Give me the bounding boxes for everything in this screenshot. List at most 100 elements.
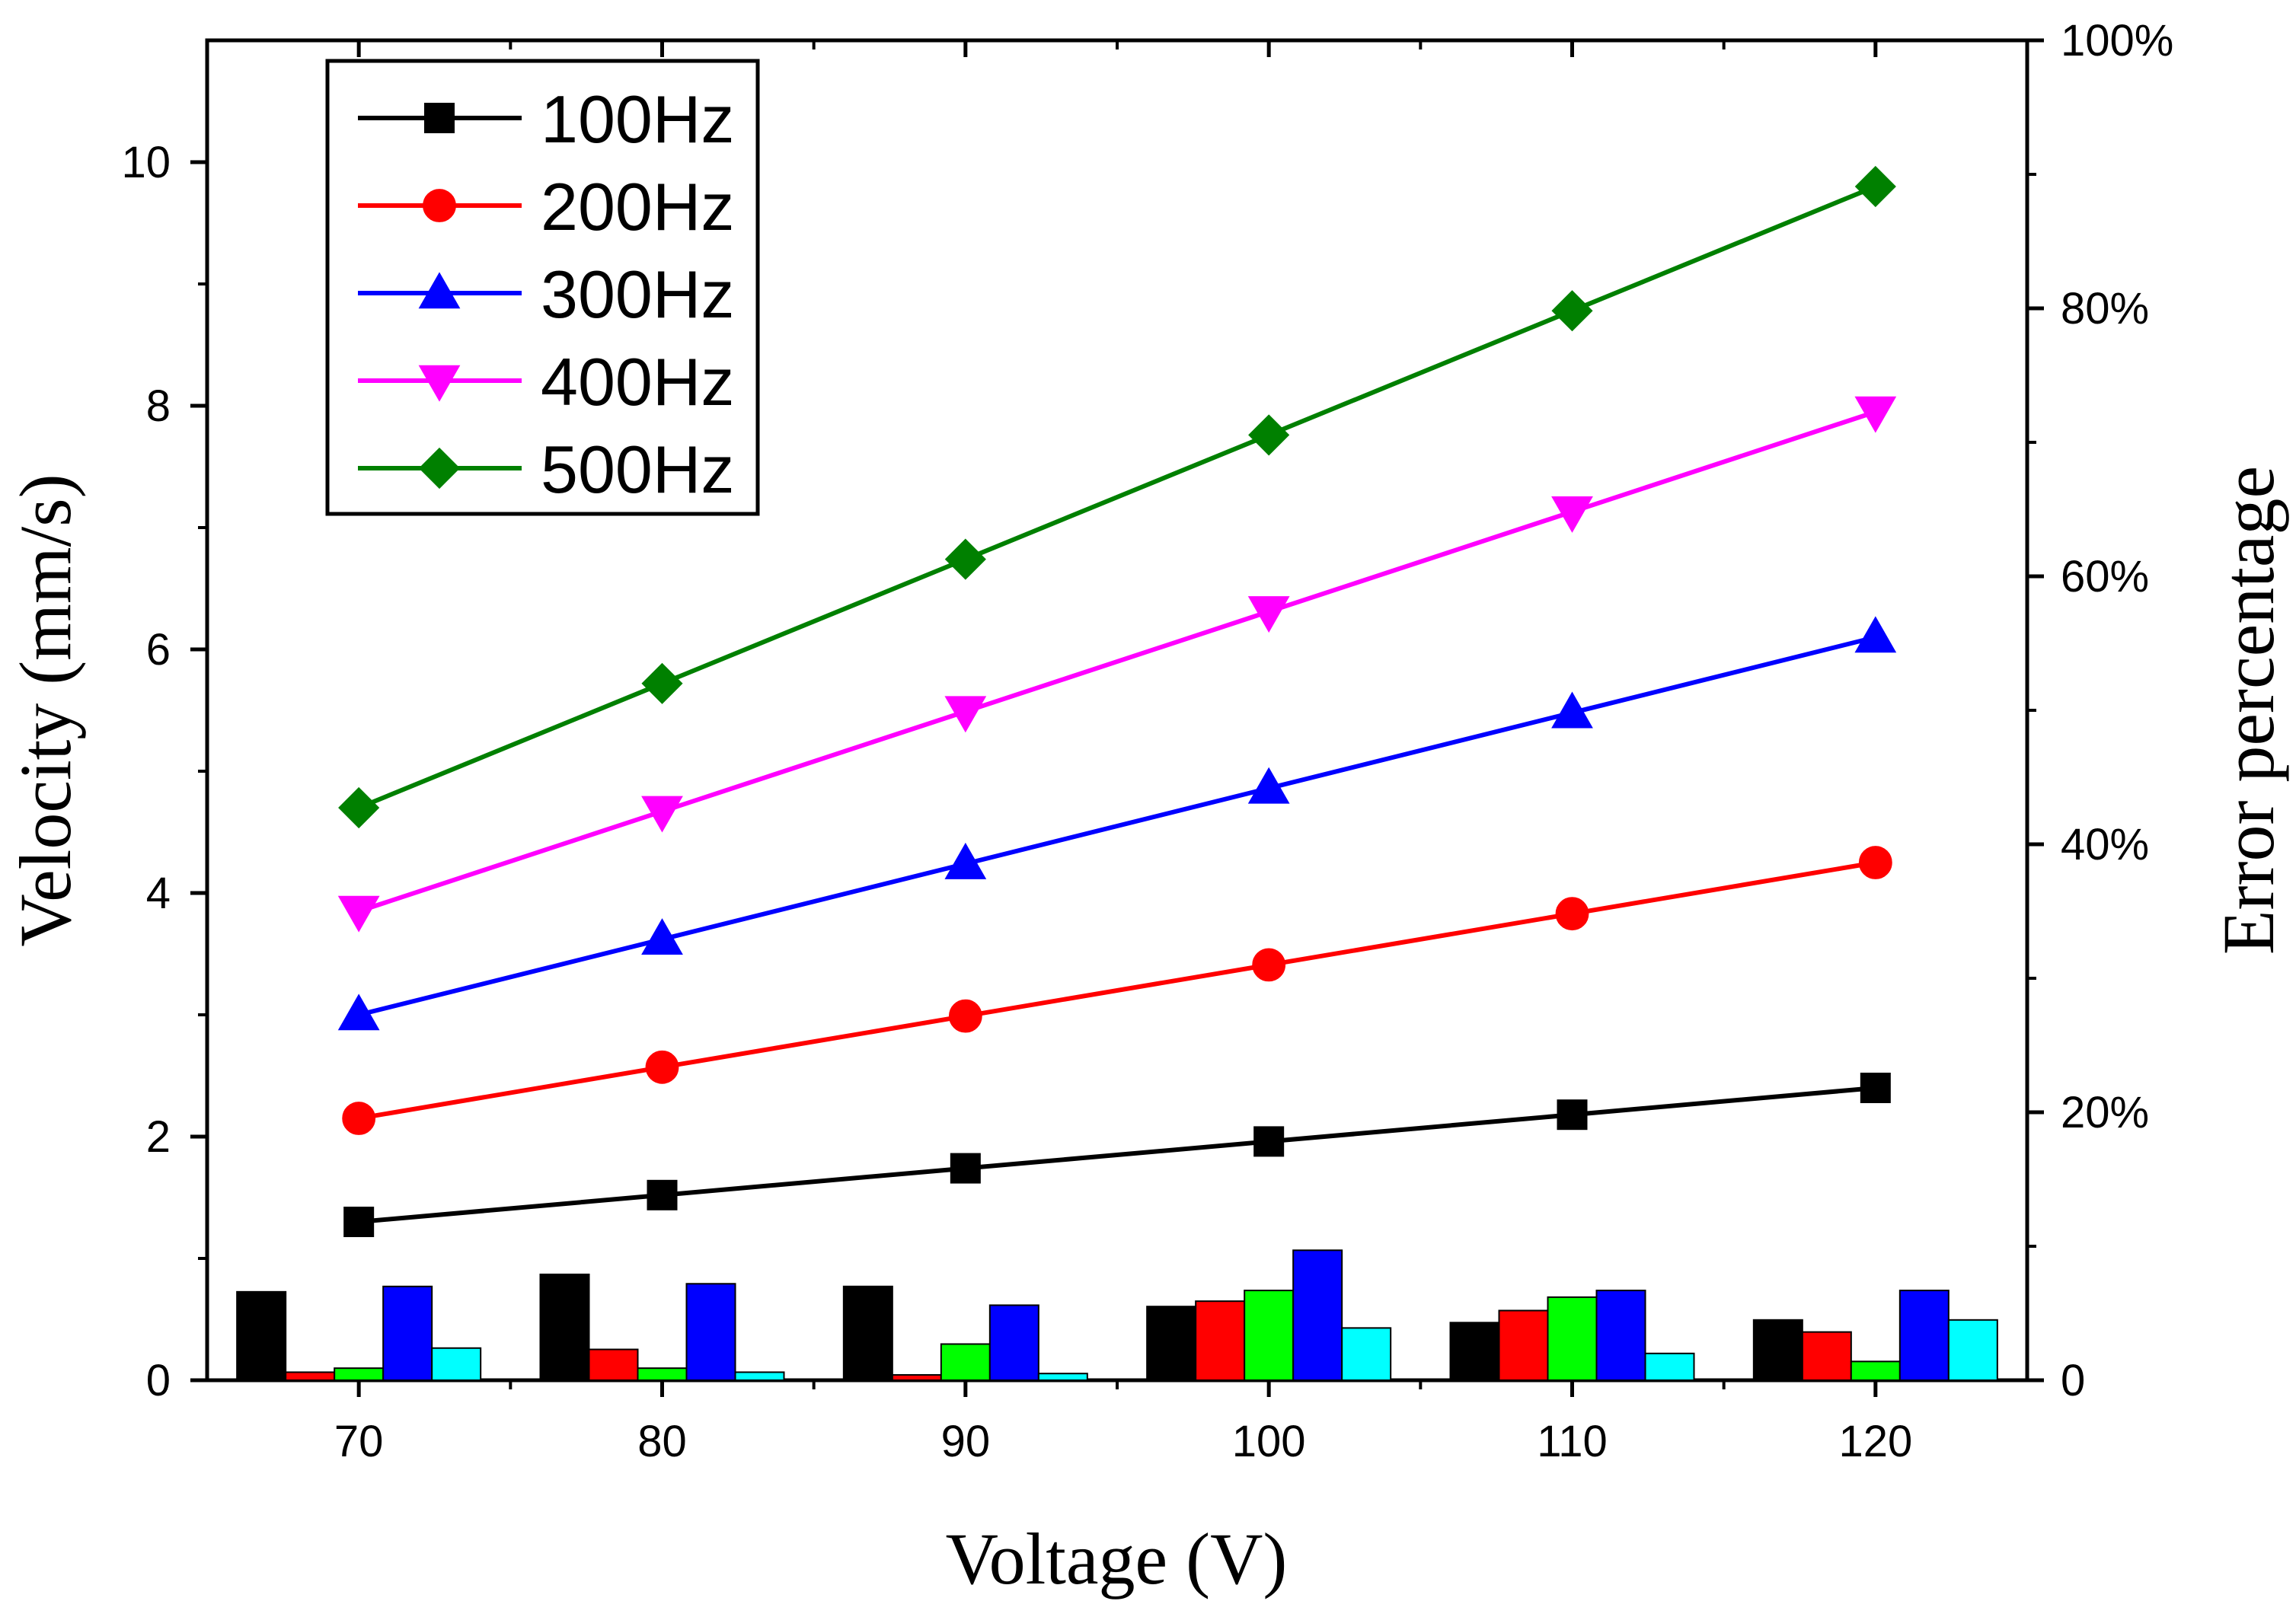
point-400hz-100: [1247, 596, 1290, 633]
legend-marker-200hz: [423, 189, 456, 222]
point-400hz-80: [641, 796, 683, 833]
error-bar-100-2: [1244, 1290, 1295, 1381]
series-line-500hz: [358, 184, 1876, 810]
error-bar-80-2: [637, 1367, 688, 1382]
y2-tick-label: 60%: [2061, 552, 2149, 601]
point-300hz-70: [337, 993, 380, 1031]
error-bar-110-3: [1595, 1290, 1646, 1381]
legend-marker-300hz: [418, 272, 461, 309]
point-100hz-120: [1860, 1073, 1891, 1103]
series-line-100hz: [358, 1086, 1876, 1224]
point-400hz-120: [1854, 396, 1897, 433]
point-100hz-80: [647, 1179, 678, 1210]
y-tick-label: 2: [146, 1112, 171, 1162]
point-500hz-70: [338, 786, 380, 829]
error-bar-70-4: [431, 1347, 482, 1382]
point-200hz-90: [948, 999, 982, 1033]
x-tick-label: 120: [1838, 1417, 1912, 1466]
x-tick-label: 90: [941, 1417, 991, 1466]
error-bar-80-3: [685, 1283, 736, 1382]
legend-marker-500hz: [418, 447, 461, 490]
point-200hz-110: [1555, 897, 1589, 931]
point-400hz-110: [1551, 496, 1593, 533]
error-bar-90-2: [940, 1343, 991, 1381]
series-lines-layer: [337, 165, 1897, 1237]
error-bar-110-0: [1449, 1322, 1500, 1381]
y2-tick-label: 100%: [2061, 16, 2173, 65]
legend-label-300hz: 300Hz: [541, 257, 734, 332]
y-tick-label: 8: [146, 381, 171, 431]
point-300hz-110: [1551, 691, 1593, 729]
error-bar-110-2: [1547, 1296, 1598, 1382]
point-500hz-80: [641, 662, 683, 704]
x-tick-label: 110: [1537, 1417, 1607, 1466]
point-300hz-100: [1247, 767, 1290, 804]
error-bar-120-2: [1850, 1360, 1901, 1381]
point-400hz-70: [337, 895, 380, 933]
y-tick-label: 4: [146, 869, 171, 918]
y-tick-label: 6: [146, 625, 171, 675]
point-100hz-90: [950, 1153, 981, 1184]
x-axis-title: Voltage (V): [946, 1518, 1288, 1599]
legend-box: [325, 59, 760, 516]
error-bar-80-1: [588, 1348, 639, 1382]
series-line-400hz: [358, 410, 1876, 914]
x-tick-label: 80: [637, 1417, 687, 1466]
point-300hz-80: [641, 918, 683, 955]
point-300hz-90: [944, 842, 987, 879]
error-bar-80-0: [539, 1273, 590, 1381]
error-bar-120-4: [1947, 1319, 1998, 1382]
error-bar-120-0: [1752, 1319, 1803, 1382]
error-bar-120-3: [1898, 1290, 1950, 1381]
point-100hz-110: [1557, 1099, 1588, 1131]
error-bar-90-0: [842, 1285, 893, 1382]
y-tick-label: 10: [121, 138, 171, 187]
error-bar-90-4: [1037, 1373, 1088, 1381]
point-200hz-70: [342, 1102, 376, 1135]
x-tick-label: 70: [334, 1417, 384, 1466]
point-300hz-120: [1854, 616, 1897, 653]
legend-label-100hz: 100Hz: [541, 81, 734, 157]
x-tick-label: 100: [1232, 1417, 1306, 1466]
error-bar-90-1: [891, 1373, 942, 1381]
point-500hz-110: [1551, 290, 1593, 332]
point-200hz-120: [1858, 846, 1892, 879]
y2-tick-label: 0: [2061, 1356, 2085, 1405]
series-line-300hz: [358, 635, 1876, 1017]
y2-tick-label: 40%: [2061, 820, 2149, 869]
point-200hz-100: [1252, 948, 1286, 982]
error-bar-100-1: [1195, 1300, 1246, 1382]
legend-label-400hz: 400Hz: [541, 344, 734, 419]
y2-axis-title: Error percentage: [2208, 466, 2289, 955]
point-500hz-90: [944, 538, 986, 580]
y2-tick-label: 80%: [2061, 284, 2149, 333]
error-bar-70-2: [334, 1367, 385, 1382]
point-500hz-120: [1854, 165, 1896, 208]
error-bar-110-4: [1644, 1352, 1695, 1382]
point-100hz-100: [1253, 1126, 1285, 1157]
error-bar-80-4: [734, 1371, 785, 1381]
error-bar-100-3: [1292, 1249, 1343, 1382]
error-bar-110-1: [1498, 1309, 1549, 1381]
error-bars-layer: [236, 1249, 1998, 1382]
y-tick-label: 0: [146, 1356, 171, 1405]
legend-label-200hz: 200Hz: [541, 169, 734, 244]
y-axis-title: Velocity (mm/s): [5, 474, 86, 946]
legend-marker-100hz: [424, 103, 455, 133]
point-200hz-80: [645, 1050, 679, 1084]
error-bar-70-3: [382, 1285, 433, 1382]
legend-label-500hz: 500Hz: [541, 432, 734, 507]
point-400hz-90: [944, 696, 987, 733]
error-bar-90-3: [988, 1304, 1039, 1381]
error-bar-100-4: [1341, 1327, 1392, 1381]
error-bar-120-1: [1801, 1331, 1852, 1382]
y2-tick-label: 20%: [2061, 1088, 2149, 1137]
point-500hz-100: [1248, 414, 1290, 456]
point-100hz-70: [343, 1207, 375, 1237]
legend: 100Hz 200Hz 300Hz 400Hz 500Hz: [325, 59, 760, 516]
error-bar-100-0: [1146, 1306, 1197, 1381]
error-bar-70-0: [236, 1290, 287, 1381]
error-bar-70-1: [285, 1371, 336, 1381]
